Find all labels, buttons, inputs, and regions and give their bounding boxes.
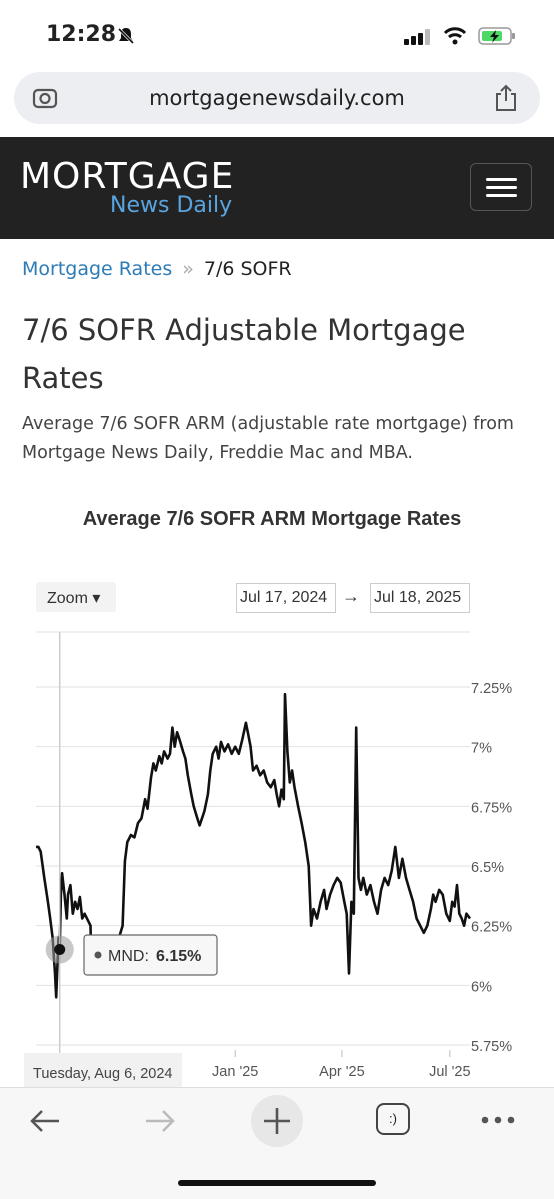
more-menu-icon[interactable] <box>480 1115 516 1125</box>
start-date-input[interactable]: Jul 17, 2024 <box>236 583 336 613</box>
y-tick-label: 6.75% <box>471 800 512 816</box>
end-date-input[interactable]: Jul 18, 2025 <box>370 583 470 613</box>
crosshair-date-label: Tuesday, Aug 6, 2024 <box>33 1066 172 1082</box>
page-description: Average 7/6 SOFR ARM (adjustable rate mo… <box>22 414 514 463</box>
breadcrumb: Mortgage Rates » 7/6 SOFR <box>22 258 292 280</box>
hover-marker <box>54 944 66 956</box>
x-tick-label: Jan '25 <box>212 1064 258 1080</box>
y-tick-label: 5.75% <box>471 1039 512 1055</box>
x-axis: Jan '25 Apr '25 Jul '25 <box>212 1050 471 1080</box>
tooltip-series-dot <box>94 951 102 959</box>
y-tick-label: 7.25% <box>471 681 512 697</box>
signal-icon <box>404 29 430 45</box>
x-tick-label: Apr '25 <box>319 1064 365 1080</box>
url-text[interactable]: mortgagenewsdaily.com <box>149 86 405 110</box>
back-arrow-icon[interactable] <box>28 1107 62 1135</box>
x-crosshair-label: Tuesday, Aug 6, 2024 <box>24 1053 182 1087</box>
tooltip: MND: 6.15% <box>83 934 218 976</box>
new-tab-plus-icon[interactable] <box>250 1094 304 1148</box>
wifi-icon <box>443 27 467 45</box>
y-tick-label: 7% <box>471 741 492 757</box>
chart-title: Average 7/6 SOFR ARM Mortgage Rates <box>82 508 462 530</box>
rate-chart[interactable]: Jan '25 Apr '25 Jul '25 5.75% 6% 6.25% 6.5% 6.… <box>0 615 554 1087</box>
browser-toolbar <box>0 1087 554 1199</box>
zoom-dropdown[interactable]: Zoom ▾ <box>36 582 116 612</box>
y-axis: 5.75% 6% 6.25% 6.5% 6.75% 7% 7.25% <box>471 681 512 1055</box>
status-bar: 12:28 <box>0 0 554 70</box>
bell-slash-icon <box>117 27 135 45</box>
breadcrumb-link-mortgage-rates[interactable]: Mortgage Rates <box>22 258 173 280</box>
date-range-arrow: → <box>342 586 360 606</box>
breadcrumb-separator: » <box>182 258 194 280</box>
battery-charging-icon <box>478 27 515 45</box>
site-logo[interactable]: MORTGAGE <box>20 156 235 197</box>
site-header <box>0 137 554 239</box>
site-logo-subtitle[interactable]: News Daily <box>110 193 233 218</box>
tooltip-series-label: MND: <box>108 948 149 965</box>
share-icon[interactable] <box>494 84 518 112</box>
lens-camera-icon[interactable] <box>32 86 58 110</box>
breadcrumb-current: 7/6 SOFR <box>203 258 292 280</box>
page-title: 7/6 SOFR Adjustable Mortgage Rates <box>22 313 466 395</box>
y-tick-label: 6.5% <box>471 860 504 876</box>
address-bar[interactable]: mortgagenewsdaily.com <box>14 72 540 124</box>
hamburger-menu-button[interactable] <box>470 163 532 211</box>
chart-grid <box>36 631 470 1046</box>
y-tick-label: 6% <box>471 979 492 995</box>
home-indicator <box>178 1180 376 1186</box>
status-time: 12:28 <box>46 22 117 47</box>
tooltip-value: 6.15% <box>156 948 201 965</box>
y-tick-label: 6.25% <box>471 920 512 936</box>
forward-arrow-icon[interactable] <box>143 1107 177 1135</box>
x-tick-label: Jul '25 <box>429 1064 470 1080</box>
tab-switcher-button[interactable]: :) <box>376 1103 410 1135</box>
